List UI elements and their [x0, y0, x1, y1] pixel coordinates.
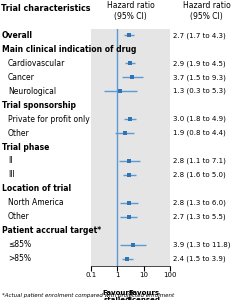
Text: Other: Other	[8, 129, 30, 138]
Text: Private for profit only: Private for profit only	[8, 115, 90, 124]
Text: ≤85%: ≤85%	[8, 240, 31, 249]
Text: Cardiovascular: Cardiovascular	[8, 59, 65, 68]
Text: Cancer: Cancer	[8, 73, 35, 82]
Text: 2.8 (1.3 to 6.0): 2.8 (1.3 to 6.0)	[173, 200, 226, 206]
Text: 2.8 (1.6 to 5.0): 2.8 (1.6 to 5.0)	[173, 172, 225, 178]
Text: 2.9 (1.9 to 4.5): 2.9 (1.9 to 4.5)	[173, 60, 225, 67]
Text: 2.7 (1.7 to 4.3): 2.7 (1.7 to 4.3)	[173, 32, 225, 39]
Text: Other: Other	[8, 212, 30, 221]
Text: Favours
licensed: Favours licensed	[127, 290, 160, 300]
Text: III: III	[8, 170, 15, 179]
Text: Main clinical indication of drug: Main clinical indication of drug	[2, 45, 136, 54]
Text: North America: North America	[8, 198, 64, 207]
Text: 1.9 (0.8 to 4.4): 1.9 (0.8 to 4.4)	[173, 130, 225, 136]
Text: Overall: Overall	[2, 31, 33, 40]
Text: 3.7 (1.5 to 9.3): 3.7 (1.5 to 9.3)	[173, 74, 226, 80]
Text: Neurological: Neurological	[8, 87, 56, 96]
Text: Hazard ratio
(95% CI): Hazard ratio (95% CI)	[183, 2, 230, 21]
Text: 2.8 (1.1 to 7.1): 2.8 (1.1 to 7.1)	[173, 158, 226, 164]
Text: II: II	[8, 156, 13, 165]
Text: Trial sponsorship: Trial sponsorship	[2, 101, 76, 110]
Text: >85%: >85%	[8, 254, 31, 263]
Text: 2.7 (1.3 to 5.5): 2.7 (1.3 to 5.5)	[173, 214, 225, 220]
Text: 3.0 (1.8 to 4.9): 3.0 (1.8 to 4.9)	[173, 116, 226, 122]
Text: Favours
stalled: Favours stalled	[102, 290, 133, 300]
Text: *Actual patient enrolment compared with projected enrolment: *Actual patient enrolment compared with …	[2, 293, 174, 298]
Text: Location of trial: Location of trial	[2, 184, 71, 193]
Text: Patient accrual target*: Patient accrual target*	[2, 226, 101, 235]
Text: 1.3 (0.3 to 5.3): 1.3 (0.3 to 5.3)	[173, 88, 226, 94]
Text: 2.4 (1.5 to 3.9): 2.4 (1.5 to 3.9)	[173, 255, 225, 262]
Text: 3.9 (1.3 to 11.8): 3.9 (1.3 to 11.8)	[173, 241, 230, 248]
Text: Trial characteristics: Trial characteristics	[1, 4, 90, 13]
Text: Trial phase: Trial phase	[2, 142, 49, 152]
Text: Hazard ratio
(95% CI): Hazard ratio (95% CI)	[107, 2, 155, 21]
